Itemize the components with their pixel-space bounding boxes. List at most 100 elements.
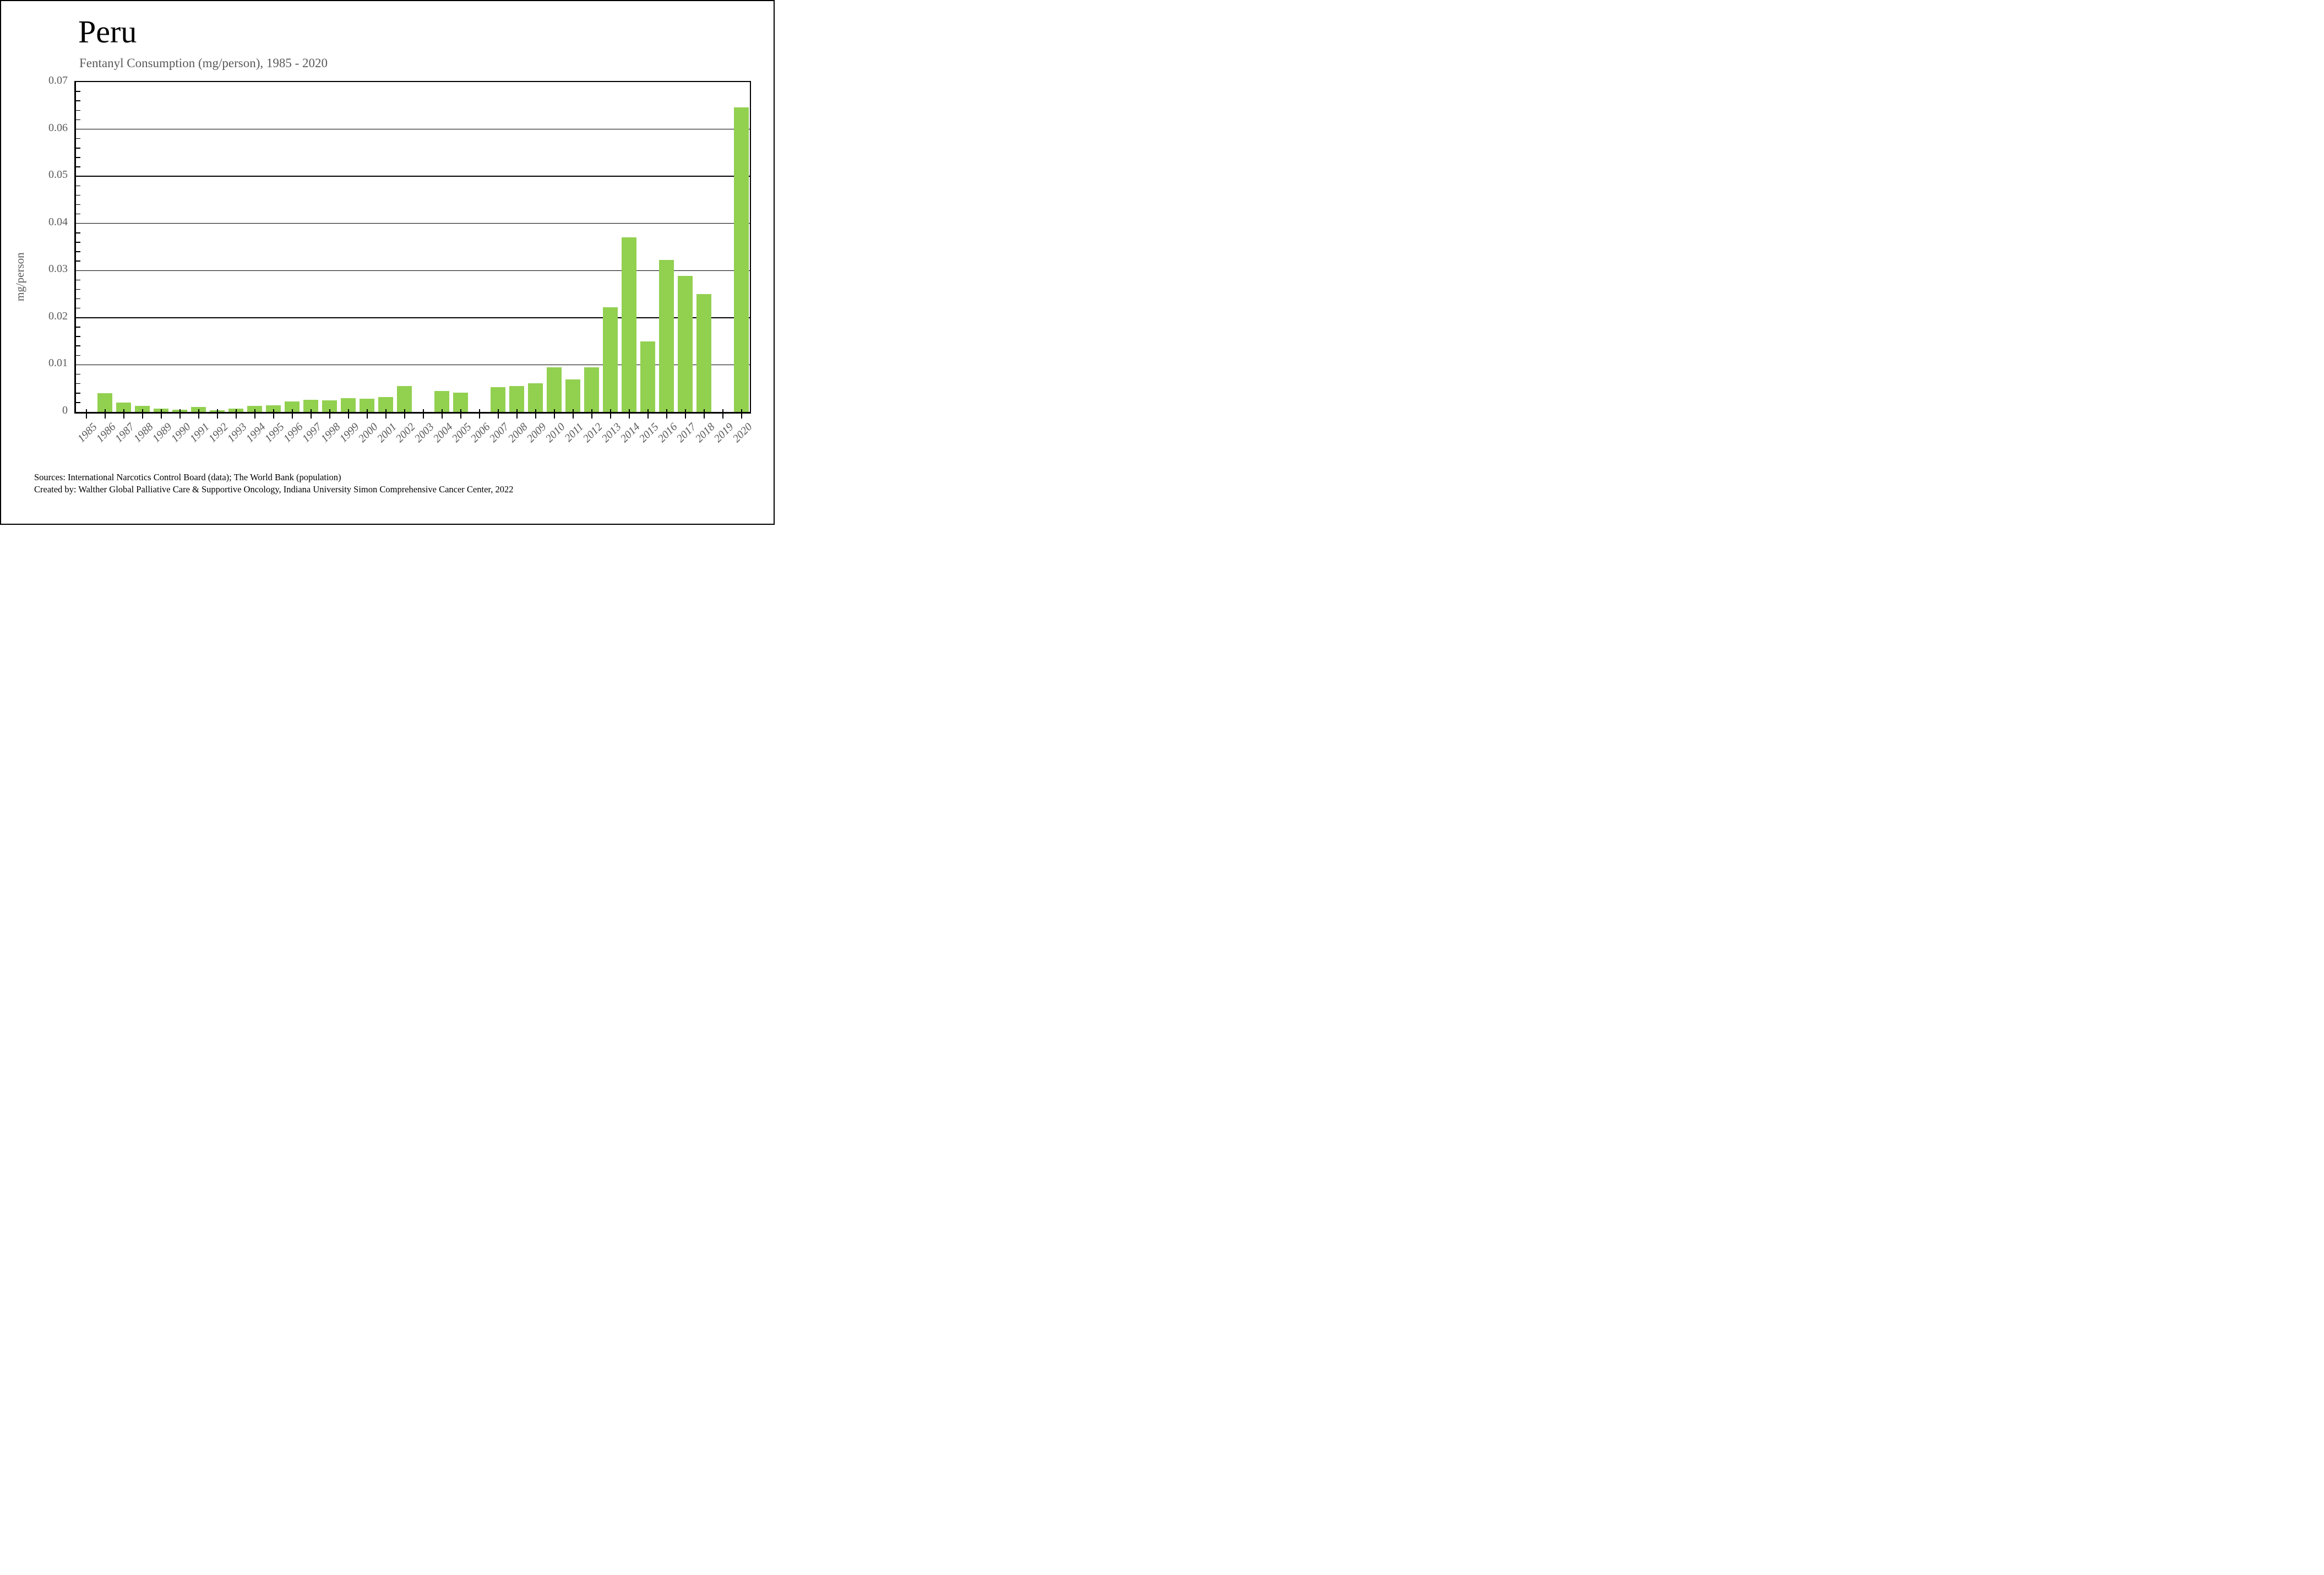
y-tick-label-0.06: 0.06 bbox=[48, 121, 68, 134]
bar-1994 bbox=[247, 405, 263, 412]
x-tick-label-1992: 1992 bbox=[206, 421, 231, 445]
x-tick-1998 bbox=[329, 409, 330, 419]
x-tick-2000 bbox=[366, 409, 368, 419]
x-tick-label-2019: 2019 bbox=[711, 421, 736, 445]
x-tick-2010 bbox=[553, 409, 555, 419]
y-tick-label-0: 0 bbox=[62, 404, 68, 416]
y-tick-label-0.04: 0.04 bbox=[48, 215, 68, 228]
gridline-0.02 bbox=[76, 317, 750, 318]
y-minor-tick bbox=[76, 289, 80, 290]
y-minor-tick bbox=[76, 242, 80, 243]
bar-1998 bbox=[322, 400, 338, 412]
x-tick-label-1986: 1986 bbox=[94, 421, 118, 445]
y-minor-tick bbox=[76, 232, 80, 233]
gridline-0.03 bbox=[76, 270, 750, 271]
x-tick-1988 bbox=[141, 409, 143, 419]
y-minor-tick bbox=[76, 185, 80, 186]
x-tick-2017 bbox=[684, 409, 686, 419]
x-tick-2018 bbox=[703, 409, 705, 419]
x-tick-label-2012: 2012 bbox=[580, 421, 605, 445]
y-minor-tick bbox=[76, 383, 80, 384]
bar-2012 bbox=[584, 367, 600, 412]
y-axis-tick-labels: 0 0.01 0.02 0.03 0.04 0.05 0.06 0.07 bbox=[1, 74, 68, 416]
x-tick-1997 bbox=[310, 409, 312, 419]
x-tick-label-2005: 2005 bbox=[449, 421, 474, 445]
x-tick-label-2015: 2015 bbox=[636, 421, 661, 445]
y-minor-tick bbox=[76, 279, 80, 281]
y-tick-label-0.02: 0.02 bbox=[48, 309, 68, 322]
y-minor-tick bbox=[76, 157, 80, 158]
x-tick-label-2013: 2013 bbox=[599, 421, 624, 445]
x-tick-2011 bbox=[572, 409, 574, 419]
bar-2002 bbox=[397, 385, 412, 412]
x-tick-label-2006: 2006 bbox=[468, 421, 493, 445]
y-minor-tick bbox=[76, 213, 80, 215]
bar-2011 bbox=[565, 379, 581, 412]
y-minor-tick bbox=[76, 345, 80, 346]
x-tick-1992 bbox=[216, 409, 218, 419]
y-minor-tick bbox=[76, 148, 80, 149]
bar-1988 bbox=[135, 405, 150, 412]
y-tick-label-0.05: 0.05 bbox=[48, 169, 68, 181]
x-tick-label-1995: 1995 bbox=[262, 421, 287, 445]
y-minor-tick bbox=[76, 298, 80, 300]
bar-1987 bbox=[116, 402, 132, 412]
x-tick-label-2007: 2007 bbox=[487, 421, 511, 445]
x-tick-label-1987: 1987 bbox=[112, 421, 137, 445]
gridline-0.04 bbox=[76, 222, 750, 224]
x-tick-2012 bbox=[591, 409, 592, 419]
y-minor-tick bbox=[76, 373, 80, 375]
gridline-0.06 bbox=[76, 128, 750, 130]
x-tick-label-1994: 1994 bbox=[243, 421, 268, 445]
x-tick-1993 bbox=[235, 409, 237, 419]
x-tick-label-2016: 2016 bbox=[655, 421, 680, 445]
plot-area: 1985 1986 1987 1988 1989 1990 1991 1992 1993 1994… bbox=[74, 81, 754, 445]
x-tick-label-2020: 2020 bbox=[730, 421, 755, 445]
x-tick-1989 bbox=[160, 409, 162, 419]
x-tick-1987 bbox=[123, 409, 124, 419]
x-tick-label-1998: 1998 bbox=[318, 421, 343, 445]
x-tick-label-2017: 2017 bbox=[674, 421, 699, 445]
y-minor-tick bbox=[76, 393, 80, 394]
x-tick-label-2002: 2002 bbox=[393, 421, 418, 445]
bar-2014 bbox=[622, 237, 637, 412]
x-tick-2004 bbox=[441, 409, 443, 419]
y-minor-tick bbox=[76, 91, 80, 92]
x-tick-label-1999: 1999 bbox=[337, 421, 362, 445]
source-line: Sources: International Narcotics Control… bbox=[34, 472, 341, 482]
y-minor-tick bbox=[76, 166, 80, 167]
x-tick-label-1985: 1985 bbox=[75, 421, 100, 445]
bar-1995 bbox=[266, 405, 281, 412]
bar-1996 bbox=[285, 401, 300, 412]
x-tick-1995 bbox=[273, 409, 274, 419]
x-tick-2001 bbox=[385, 409, 387, 419]
bar-2007 bbox=[491, 387, 506, 412]
x-tick-label-2018: 2018 bbox=[693, 421, 717, 445]
bar-2020 bbox=[734, 107, 749, 412]
x-tick-label-2011: 2011 bbox=[562, 421, 586, 444]
x-tick-2002 bbox=[404, 409, 405, 419]
x-tick-label-1991: 1991 bbox=[187, 421, 212, 445]
bar-1986 bbox=[97, 393, 113, 412]
y-minor-tick bbox=[76, 119, 80, 121]
x-tick-2016 bbox=[666, 409, 667, 419]
x-tick-2013 bbox=[609, 409, 611, 419]
bar-2010 bbox=[547, 367, 562, 412]
x-tick-1990 bbox=[179, 409, 181, 419]
source-credit-footer: Sources: International Narcotics Control… bbox=[34, 471, 513, 496]
y-minor-tick bbox=[76, 204, 80, 205]
x-tick-2015 bbox=[647, 409, 649, 419]
y-minor-tick bbox=[76, 336, 80, 337]
bar-2016 bbox=[659, 260, 674, 412]
x-tick-2020 bbox=[741, 409, 742, 419]
x-tick-label-2008: 2008 bbox=[505, 421, 530, 445]
x-tick-label-2014: 2014 bbox=[618, 421, 643, 445]
x-tick-1991 bbox=[198, 409, 199, 419]
x-tick-2008 bbox=[516, 409, 518, 419]
bar-2008 bbox=[509, 385, 525, 412]
y-tick-label-0.01: 0.01 bbox=[48, 357, 68, 370]
x-tick-1986 bbox=[104, 409, 106, 419]
y-minor-tick bbox=[76, 100, 80, 101]
x-tick-label-1990: 1990 bbox=[168, 421, 193, 445]
bar-2000 bbox=[360, 399, 375, 412]
